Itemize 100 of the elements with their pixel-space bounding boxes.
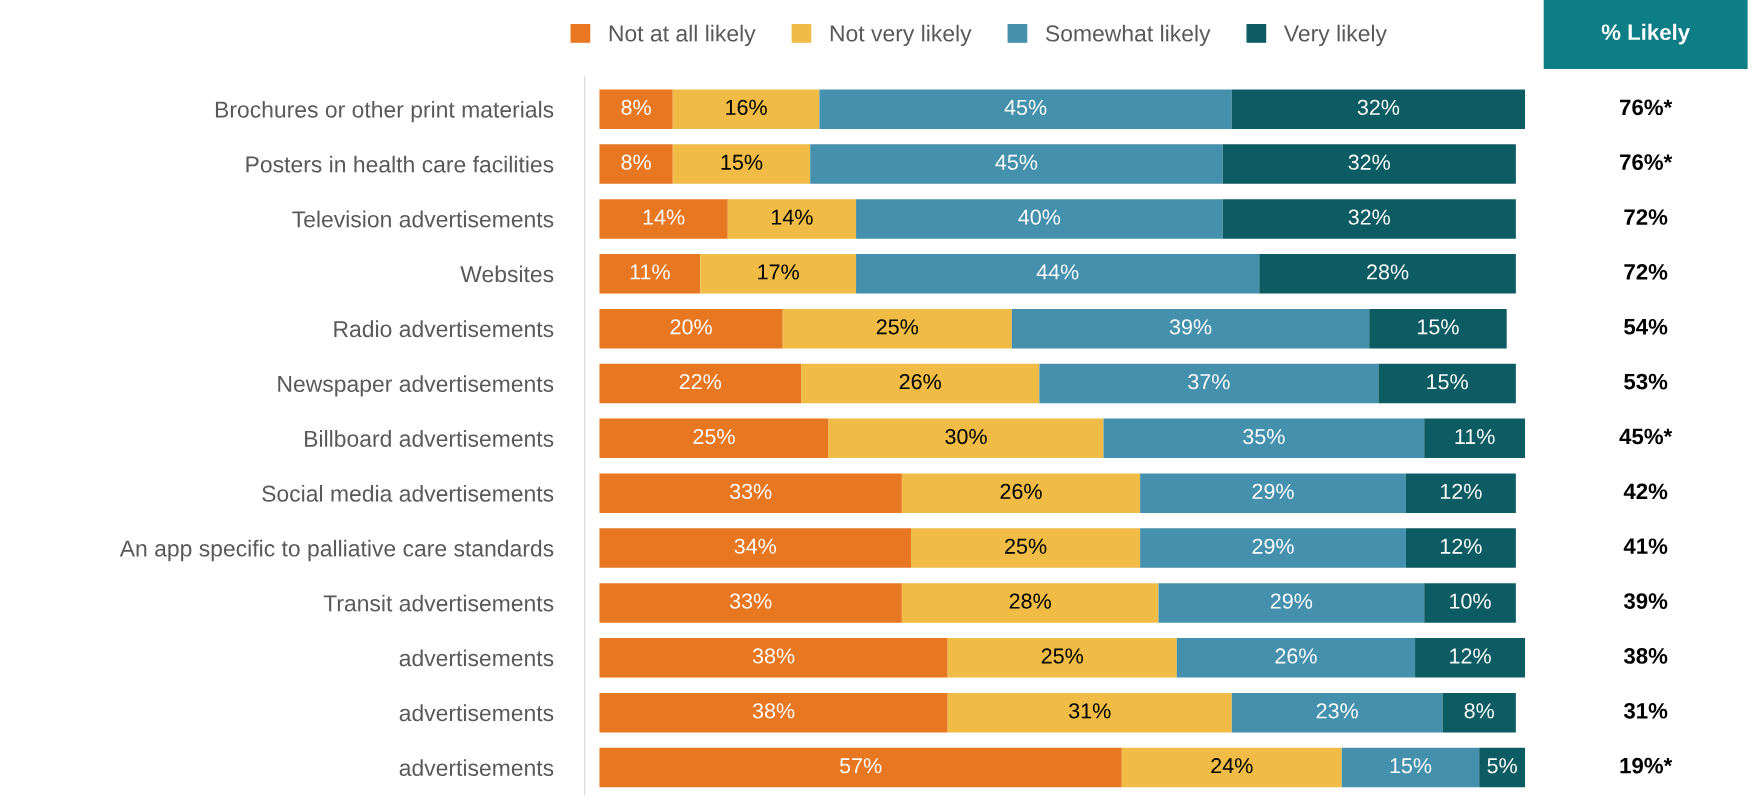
y-tick-label: Websites <box>460 265 554 283</box>
data-label: 8% <box>621 154 651 170</box>
legend-label: Not very likely <box>830 24 972 47</box>
data-label: 15% <box>1390 758 1432 774</box>
data-label: 12% <box>1440 483 1482 499</box>
data-label: 45% <box>995 154 1038 170</box>
bar <box>1140 473 1406 513</box>
bar <box>599 747 1122 788</box>
bar <box>1222 144 1516 184</box>
y-tick-label: Radio advertisements <box>334 320 554 338</box>
bar <box>700 254 857 294</box>
text: 54% <box>1624 318 1668 335</box>
data-label: 24% <box>1211 758 1253 774</box>
bar <box>672 89 820 129</box>
data-label: 11% <box>630 264 670 280</box>
data-label: 8% <box>1464 703 1494 719</box>
bar <box>1140 528 1406 568</box>
bar <box>1415 638 1526 678</box>
data-label: 35% <box>1243 428 1285 445</box>
data-label: 29% <box>1252 483 1294 500</box>
bar <box>1341 747 1480 788</box>
bar <box>1011 308 1370 349</box>
y-tick-label: Social media advertisements <box>262 484 554 502</box>
bar <box>672 144 811 184</box>
text: 31% <box>1623 702 1668 719</box>
text: 41% <box>1623 538 1668 555</box>
text: 72% <box>1624 264 1668 280</box>
bar <box>1479 747 1526 788</box>
bar <box>856 199 1223 239</box>
data-label: 45% <box>1004 99 1047 115</box>
text: 53% <box>1624 373 1668 390</box>
bar <box>856 254 1260 294</box>
data-label: 11% <box>1455 429 1495 445</box>
legend-label: Very likely <box>1283 24 1387 47</box>
y-tick-label: Television advertisements <box>292 210 554 228</box>
data-label: 26% <box>1275 648 1317 664</box>
text: 38% <box>1623 648 1668 664</box>
data-label: 8% <box>621 99 651 115</box>
data-label: 33% <box>729 593 772 609</box>
text: 72% <box>1624 209 1668 225</box>
y-tick-label: Posters in health care facilities <box>246 155 554 173</box>
bar <box>599 583 902 623</box>
data-label: 38% <box>752 648 795 664</box>
legend-label: Not at all likely <box>609 24 756 47</box>
y-tick-label: advertisements <box>399 649 554 667</box>
bar <box>1176 638 1416 678</box>
y-tick-label: Billboard advertisements <box>305 430 554 447</box>
bar <box>782 308 1012 349</box>
bar <box>1039 363 1379 404</box>
data-label: 16% <box>726 99 767 115</box>
text: 42% <box>1623 483 1668 500</box>
data-label: 33% <box>729 483 772 500</box>
data-label: 28% <box>1367 264 1409 280</box>
bar <box>1424 583 1516 623</box>
data-label: 14% <box>772 209 813 225</box>
data-label: 29% <box>1252 538 1294 554</box>
data-label: 29% <box>1270 593 1313 609</box>
data-label: 40% <box>1018 209 1061 225</box>
bar <box>599 308 783 349</box>
data-label: 12% <box>1440 538 1482 554</box>
bar <box>1405 528 1516 568</box>
bar <box>599 473 902 513</box>
y-tick-label: advertisements <box>399 704 554 722</box>
bar <box>901 583 1159 623</box>
text: 76%* <box>1620 154 1673 171</box>
data-label: 57% <box>839 758 882 774</box>
data-label: 44% <box>1036 264 1079 280</box>
bar <box>599 254 701 294</box>
data-label: 28% <box>1009 593 1051 609</box>
data-label: 25% <box>1041 648 1084 664</box>
data-label: 20% <box>670 319 712 335</box>
legend-label: Somewhat likely <box>1045 24 1211 47</box>
bar <box>1259 254 1516 294</box>
bar <box>599 199 728 239</box>
data-label: 38% <box>752 703 795 719</box>
y-tick-label: advertisements <box>399 759 554 777</box>
bar <box>1222 199 1516 239</box>
data-label: 10% <box>1450 593 1491 609</box>
data-label: 37% <box>1188 374 1230 390</box>
bar <box>1231 89 1526 129</box>
data-label: 26% <box>1000 483 1042 500</box>
bar <box>1424 418 1526 459</box>
bar <box>819 89 1232 129</box>
data-label: 39% <box>1169 319 1212 335</box>
data-label: 5% <box>1487 758 1517 774</box>
bar <box>1405 473 1516 513</box>
bar <box>599 418 829 459</box>
bar <box>901 473 1141 513</box>
bar <box>1378 363 1516 404</box>
data-label: 30% <box>945 428 987 445</box>
bar <box>727 199 857 239</box>
bar <box>810 144 1223 184</box>
bar <box>828 418 1104 459</box>
bar <box>911 528 1141 568</box>
data-label: 22% <box>679 374 722 390</box>
bar <box>947 638 1177 678</box>
bar <box>1121 747 1342 788</box>
bar <box>1103 418 1425 459</box>
text: 19%* <box>1620 757 1673 774</box>
bar <box>947 692 1232 733</box>
